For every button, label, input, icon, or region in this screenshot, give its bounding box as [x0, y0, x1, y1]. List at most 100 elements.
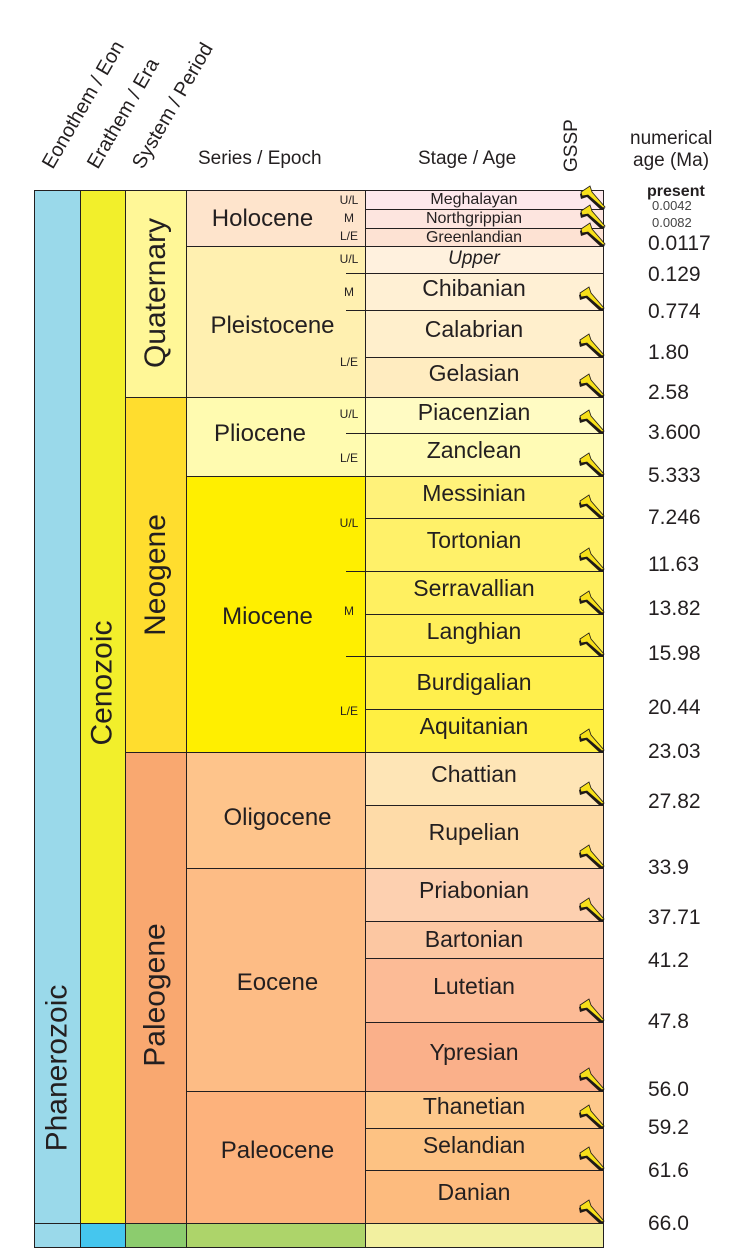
sub-epoch-divider [346, 656, 366, 657]
stage-label: Lutetian [433, 972, 515, 999]
epoch-label: Holocene [211, 205, 314, 232]
sub-epoch-label: L/E [339, 229, 358, 243]
gssp-golden-spike-icon [579, 1104, 605, 1129]
header-age-line1: numerical [630, 128, 713, 149]
gssp-golden-spike-icon [579, 547, 605, 572]
stage-cell [365, 921, 604, 959]
numerical-age-label: 1.80 [648, 341, 689, 364]
epoch-label: Pliocene [213, 420, 307, 447]
epoch-label: Miocene [222, 603, 313, 630]
numerical-age-label: 59.2 [648, 1116, 689, 1139]
numerical-age-label: 13.82 [648, 597, 701, 620]
stage-label: Bartonian [424, 926, 524, 952]
stage-label: Chattian [431, 761, 517, 787]
gssp-golden-spike-icon [579, 494, 605, 519]
gssp-golden-spike-icon [580, 185, 606, 210]
stage-label: Northgrippian [425, 210, 523, 227]
gssp-golden-spike-icon [579, 728, 605, 753]
epoch-label: Pleistocene [210, 312, 335, 339]
header-epoch: Series / Epoch [198, 148, 322, 169]
eon-cell-continued [34, 1223, 81, 1248]
eon-cell [34, 190, 81, 1224]
stage-label: Gelasian [428, 359, 520, 386]
epoch-cell-oligocene [186, 752, 366, 869]
numerical-age-label: 0.0042 [652, 198, 692, 213]
numerical-age-label: 56.0 [648, 1078, 689, 1101]
gssp-golden-spike-icon [579, 373, 605, 398]
numerical-age-label: 41.2 [648, 949, 689, 972]
stage-cell [365, 310, 604, 358]
numerical-age-label: 0.0082 [652, 215, 692, 230]
eon-label: Phanerozoic [39, 984, 73, 1152]
gssp-golden-spike-icon [579, 1067, 605, 1092]
gssp-golden-spike-icon [579, 333, 605, 358]
stage-label: Ypresian [429, 1039, 519, 1065]
stage-label: Upper [448, 248, 500, 269]
gssp-golden-spike-icon [579, 844, 605, 869]
stage-label: Danian [437, 1179, 511, 1205]
numerical-age-label: 37.71 [648, 906, 701, 929]
gssp-golden-spike-icon [579, 452, 605, 477]
stage-label: Selandian [422, 1131, 526, 1158]
stage-cell [365, 805, 604, 869]
numerical-age-label: present [647, 183, 705, 200]
stage-label: Aquitanian [419, 713, 529, 739]
stage-label: Rupelian [428, 819, 520, 845]
epoch-label: Oligocene [223, 804, 332, 831]
stage-cell [365, 1022, 604, 1092]
stage-cell [365, 476, 604, 519]
epoch-cell-pliocene [186, 397, 366, 477]
numerical-age-label: 66.0 [648, 1212, 689, 1235]
header-stage: Stage / Age [418, 148, 517, 169]
sub-epoch-label: L/E [339, 451, 358, 465]
sub-epoch-label: L/E [339, 355, 358, 369]
stage-label: Zanclean [426, 437, 522, 463]
stage-label: Piacenzian [417, 399, 531, 425]
numerical-age-label: 61.6 [648, 1159, 689, 1182]
sub-epoch-label: M [344, 604, 354, 618]
numerical-age-label: 3.600 [648, 421, 701, 444]
stage-label: Thanetian [422, 1093, 526, 1119]
stage-label: Messinian [422, 479, 526, 506]
stage-label: Chibanian [422, 275, 526, 301]
period-label: Neogene [138, 514, 172, 636]
numerical-age-label: 33.9 [648, 856, 689, 879]
stage-cell [365, 273, 604, 311]
sub-epoch-divider [346, 310, 366, 311]
numerical-age-label: 20.44 [648, 696, 701, 719]
period-cell-next [125, 1223, 187, 1248]
epoch-label: Paleocene [220, 1137, 335, 1164]
numerical-age-label: 23.03 [648, 740, 701, 763]
period-label: Quaternary [138, 217, 172, 369]
stage-label: Langhian [426, 617, 522, 644]
numerical-age-label: 11.63 [648, 553, 699, 576]
stage-label: Greenlandian [425, 229, 523, 246]
sub-epoch-divider [346, 433, 366, 434]
sub-epoch-label: L/E [339, 704, 358, 718]
period-cell-paleogene [125, 752, 187, 1224]
epoch-cell-paleocene [186, 1091, 366, 1224]
numerical-age-label: 15.98 [648, 642, 701, 665]
sub-epoch-divider [346, 571, 366, 572]
stage-label: Burdigalian [416, 669, 532, 695]
gssp-golden-spike-icon [579, 998, 605, 1023]
epoch-cell-holocene [186, 190, 366, 247]
sub-epoch-label: U/L [339, 252, 359, 266]
stage-cell [365, 958, 604, 1023]
stage-label: Meghalayan [430, 191, 518, 208]
gssp-golden-spike-icon [580, 222, 606, 247]
stage-label: Calabrian [424, 316, 524, 342]
epoch-label: Eocene [236, 969, 319, 996]
era-cell-next [80, 1223, 126, 1248]
epoch-cell-miocene [186, 476, 366, 753]
period-label: Paleogene [138, 923, 172, 1067]
header-gssp: GSSP [561, 119, 582, 172]
numerical-age-label: 27.82 [648, 790, 701, 813]
stage-label: Serravallian [413, 575, 535, 601]
stage-label: Priabonian [419, 877, 529, 903]
sub-epoch-label: U/L [339, 193, 359, 207]
gssp-golden-spike-icon [579, 590, 605, 615]
stage-cell [365, 571, 604, 615]
epoch-cell-next [186, 1223, 366, 1248]
numerical-age-label: 2.58 [648, 381, 689, 404]
